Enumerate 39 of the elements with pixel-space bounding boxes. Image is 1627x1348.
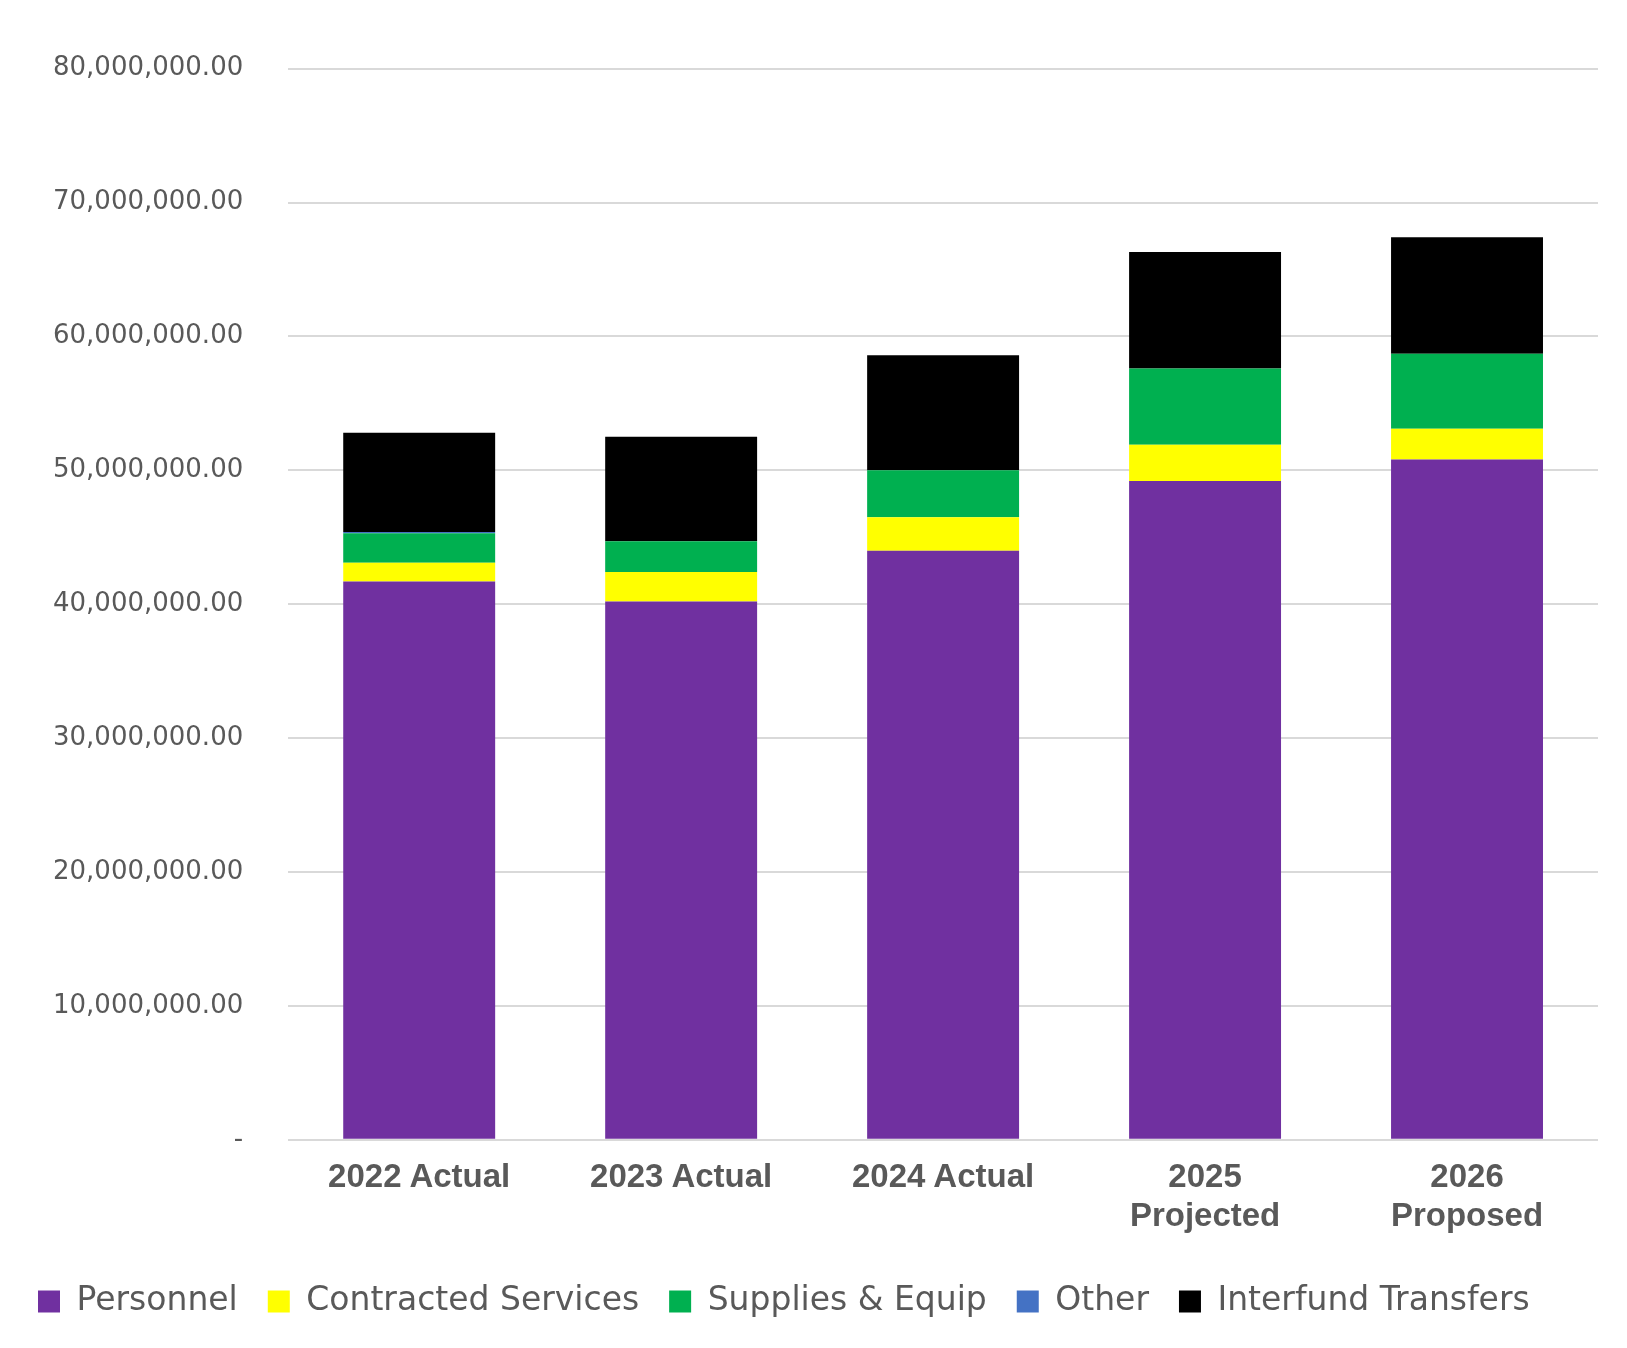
bar <box>1129 481 1282 1139</box>
bar <box>1391 237 1543 354</box>
bar <box>867 470 1020 518</box>
bar <box>605 541 758 573</box>
y-tick-label: 70,000,000.00 <box>53 185 244 216</box>
x-tick-label: 2024 Actual <box>852 1156 1035 1194</box>
x-tick-label: 2025 Projected <box>1129 1156 1281 1234</box>
legend-label: Supplies & Equip <box>707 1279 987 1319</box>
bar <box>343 581 496 1139</box>
bar <box>605 436 758 542</box>
y-tick-label: 40,000,000.00 <box>53 586 244 617</box>
legend-label: Contracted Services <box>306 1279 640 1319</box>
x-tick-label: 2022 Actual <box>328 1156 511 1194</box>
bar <box>867 355 1020 471</box>
y-tick-label: 80,000,000.00 <box>53 51 244 82</box>
y-tick-label: 10,000,000.00 <box>53 988 244 1019</box>
bar <box>1391 459 1543 1139</box>
legend-label: Personnel <box>76 1279 238 1319</box>
bar <box>1129 252 1282 369</box>
x-tick-label: 2023 Actual <box>590 1156 773 1194</box>
bar <box>1129 368 1282 445</box>
bar <box>605 572 758 602</box>
y-tick-label: 20,000,000.00 <box>53 854 244 885</box>
bar <box>343 432 496 532</box>
x-tick-label: 2026 Proposed <box>1390 1156 1544 1234</box>
bar <box>343 533 496 563</box>
bar <box>1391 353 1543 429</box>
y-tick-label: 30,000,000.00 <box>53 720 244 751</box>
bar <box>867 517 1020 551</box>
bar <box>605 601 758 1139</box>
bar <box>867 550 1020 1139</box>
bar <box>1129 444 1282 482</box>
y-tick-label: 60,000,000.00 <box>53 319 244 350</box>
legend-label: Other <box>1055 1279 1150 1319</box>
bar <box>343 562 496 582</box>
legend-label: Interfund Transfers <box>1217 1279 1530 1319</box>
y-tick-label: - <box>233 1122 244 1153</box>
bar <box>1391 428 1543 460</box>
y-tick-label: 50,000,000.00 <box>53 453 244 484</box>
